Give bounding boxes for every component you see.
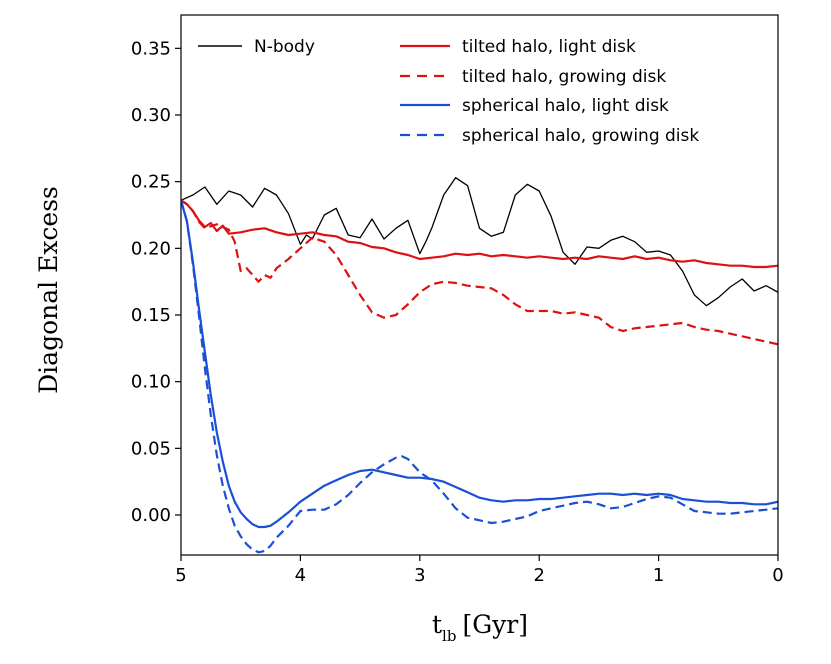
legend-label: tilted halo, growing disk [462, 67, 666, 87]
legend-label: tilted halo, light disk [462, 37, 636, 57]
y-tick-label: 0.20 [131, 238, 171, 259]
x-tick-label: 3 [414, 565, 425, 586]
legend-label: spherical halo, light disk [462, 96, 669, 116]
y-axis: 0.00 0.05 0.10 0.15 0.20 0.25 0.30 0.35 [131, 38, 181, 526]
x-axis: 5 4 3 2 1 0 [175, 555, 784, 586]
series-line-3 [181, 199, 778, 346]
legend-label: N-body [254, 37, 315, 57]
series-line-5 [181, 200, 778, 554]
y-tick-label: 0.05 [131, 438, 171, 459]
y-tick-label: 0.35 [131, 38, 171, 59]
plot-frame [180, 14, 779, 556]
x-axis-label-symbol: t [432, 610, 442, 639]
y-tick-label: 0.25 [131, 172, 171, 193]
series-line-2 [181, 199, 778, 269]
x-axis-title: tlb [Gyr] [432, 610, 528, 645]
y-tick-label: 0.10 [131, 372, 171, 393]
x-tick-label: 1 [653, 565, 664, 586]
legend-label: spherical halo, growing disk [462, 126, 699, 146]
legend: N-body tilted halo, light disk tilted halo… [198, 37, 699, 146]
x-tick-label: 5 [175, 565, 186, 586]
x-tick-label: 2 [533, 565, 544, 586]
x-tick-label: 4 [295, 565, 306, 586]
x-axis-label-unit: [Gyr] [462, 610, 528, 639]
series-line-4 [181, 200, 778, 529]
y-tick-label: 0.30 [131, 105, 171, 126]
x-axis-label-subscript: lb [442, 627, 456, 645]
x-tick-label: 0 [772, 565, 783, 586]
y-axis-title: Diagonal Excess [34, 186, 63, 394]
y-tick-label: 0.00 [131, 505, 171, 526]
y-tick-label: 0.15 [131, 305, 171, 326]
series-layer [181, 177, 778, 554]
